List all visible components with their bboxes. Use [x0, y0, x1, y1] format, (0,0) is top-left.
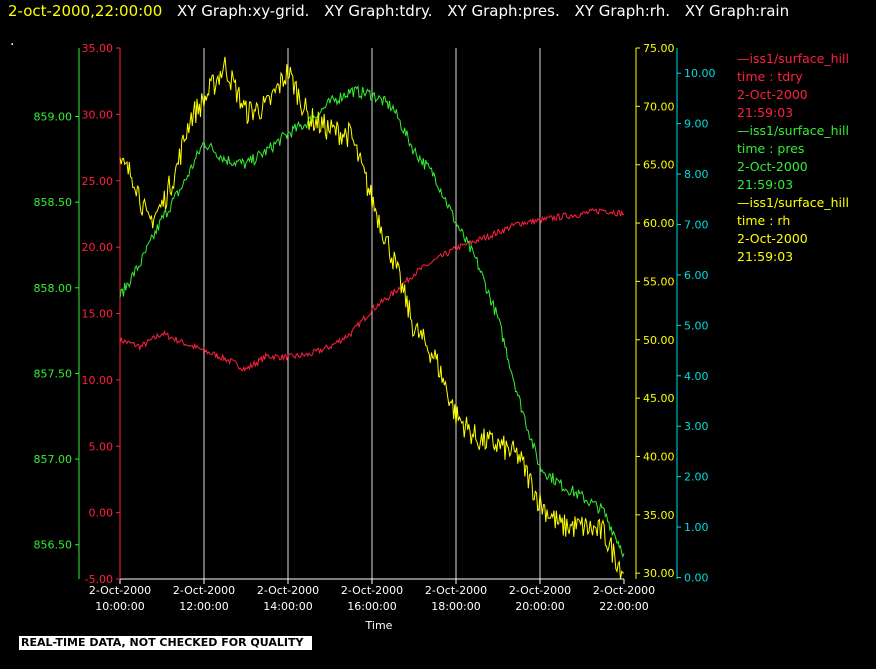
- x-tick-label-time: 16:00:00: [347, 600, 396, 613]
- legend-field: time : tdry: [737, 69, 803, 84]
- y-tick-label-tdry: 15.00: [82, 308, 114, 321]
- y-tick-label-tdry: 30.00: [82, 108, 114, 121]
- y-tick-label-tdry: 10.00: [82, 374, 114, 387]
- x-tick-label-time: 20:00:00: [515, 600, 564, 613]
- x-tick-label-time: 14:00:00: [263, 600, 312, 613]
- header-timestamp: 2-oct-2000,22:00:00: [8, 2, 163, 20]
- x-tick-label-time: 22:00:00: [599, 600, 648, 613]
- y-tick-label-rain: 3.00: [684, 420, 709, 433]
- graph-header: 2-oct-2000,22:00:00 XY Graph:xy-grid. XY…: [8, 2, 789, 20]
- x-tick-label-date: 2-Oct-2000: [257, 584, 319, 597]
- y-tick-label-pres: 858.50: [34, 196, 73, 209]
- y-tick-label-tdry: -5.00: [85, 573, 113, 586]
- y-tick-label-rh: 70.00: [643, 100, 675, 113]
- y-tick-label-tdry: 0.00: [89, 507, 114, 520]
- y-tick-label-pres: 856.50: [34, 539, 73, 552]
- header-graph-pres[interactable]: XY Graph:pres.: [447, 2, 560, 20]
- y-tick-label-rh: 65.00: [643, 159, 675, 172]
- y-tick-label-rh: 75.00: [643, 42, 675, 55]
- legend: —iss1/surface_hill time : tdry 2-Oct-200…: [737, 50, 849, 266]
- y-tick-label-pres: 857.50: [34, 367, 73, 380]
- header-graph-xy-grid[interactable]: XY Graph:xy-grid.: [177, 2, 310, 20]
- legend-name: —iss1/surface_hill: [737, 51, 849, 66]
- legend-field: time : rh: [737, 213, 791, 228]
- y-tick-label-rh: 40.00: [643, 450, 675, 463]
- x-tick-label-date: 2-Oct-2000: [173, 584, 235, 597]
- x-tick-label-date: 2-Oct-2000: [509, 584, 571, 597]
- y-tick-label-rain: 1.00: [684, 521, 709, 534]
- y-tick-label-rh: 60.00: [643, 217, 675, 230]
- y-tick-label-rain: 9.00: [684, 118, 709, 131]
- y-tick-label-tdry: 20.00: [82, 241, 114, 254]
- legend-name: —iss1/surface_hill: [737, 195, 849, 210]
- y-tick-label-rh: 35.00: [643, 509, 675, 522]
- y-tick-label-rain: 8.00: [684, 168, 709, 181]
- legend-date: 2-Oct-2000: [737, 87, 808, 102]
- y-tick-label-rh: 30.00: [643, 567, 675, 580]
- quality-notice: REAL-TIME DATA, NOT CHECKED FOR QUALITY: [19, 636, 312, 650]
- legend-time: 21:59:03: [737, 177, 794, 192]
- x-tick-label-time: 18:00:00: [431, 600, 480, 613]
- y-tick-label-rain: 5.00: [684, 319, 709, 332]
- y-tick-label-rain: 7.00: [684, 218, 709, 231]
- y-tick-label-rain: 4.00: [684, 370, 709, 383]
- y-tick-label-rh: 45.00: [643, 392, 675, 405]
- y-tick-label-pres: 857.00: [34, 453, 73, 466]
- legend-date: 2-Oct-2000: [737, 159, 808, 174]
- legend-field: time : pres: [737, 141, 805, 156]
- legend-time: 21:59:03: [737, 105, 794, 120]
- y-tick-label-pres: 859.00: [34, 111, 73, 124]
- y-tick-label-tdry: 5.00: [89, 440, 114, 453]
- header-dot: .: [10, 33, 15, 49]
- y-tick-label-pres: 858.00: [34, 282, 73, 295]
- y-tick-label-tdry: 25.00: [82, 175, 114, 188]
- x-axis-title: Time: [365, 619, 393, 632]
- legend-item-pres: —iss1/surface_hill time : pres 2-Oct-200…: [737, 122, 849, 194]
- header-graph-tdry[interactable]: XY Graph:tdry.: [324, 2, 433, 20]
- y-tick-label-rain: 10.00: [684, 67, 716, 80]
- header-graph-rh[interactable]: XY Graph:rh.: [574, 2, 670, 20]
- x-tick-label-date: 2-Oct-2000: [593, 584, 655, 597]
- y-tick-label-rain: 6.00: [684, 269, 709, 282]
- y-tick-label-rain: 2.00: [684, 471, 709, 484]
- y-tick-label-rh: 50.00: [643, 334, 675, 347]
- x-tick-label-time: 10:00:00: [95, 600, 144, 613]
- y-tick-label-rh: 55.00: [643, 275, 675, 288]
- x-tick-label-date: 2-Oct-2000: [89, 584, 151, 597]
- y-tick-label-tdry: 35.00: [82, 42, 114, 55]
- y-tick-label-rain: 0.00: [684, 571, 709, 584]
- legend-item-rh: —iss1/surface_hill time : rh 2-Oct-2000 …: [737, 194, 849, 266]
- legend-date: 2-Oct-2000: [737, 231, 808, 246]
- legend-time: 21:59:03: [737, 249, 794, 264]
- series-line-rh: [119, 56, 625, 580]
- x-tick-label-time: 12:00:00: [179, 600, 228, 613]
- header-graph-rain[interactable]: XY Graph:rain: [684, 2, 790, 20]
- x-tick-label-date: 2-Oct-2000: [341, 584, 403, 597]
- legend-name: —iss1/surface_hill: [737, 123, 849, 138]
- legend-item-tdry: —iss1/surface_hill time : tdry 2-Oct-200…: [737, 50, 849, 122]
- x-tick-label-date: 2-Oct-2000: [425, 584, 487, 597]
- series-line-tdry: [119, 208, 625, 372]
- series-line-pres: [119, 84, 625, 559]
